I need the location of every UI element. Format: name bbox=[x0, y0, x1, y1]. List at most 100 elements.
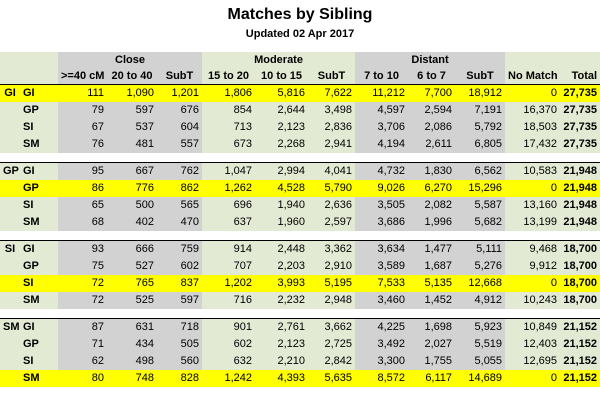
table-row: SI GI 93 666 759 914 2,448 3,362 3,634 1,477 5,111… bbox=[0, 240, 600, 258]
value-cell: 837 bbox=[157, 275, 203, 292]
value-cell: 93 bbox=[58, 240, 107, 258]
value-cell: 3,706 bbox=[355, 119, 409, 136]
value-cell: 434 bbox=[107, 336, 157, 353]
value-cell: 71 bbox=[58, 336, 107, 353]
value-cell: 10,849 bbox=[505, 318, 561, 336]
table-row: GI GI 111 1,090 1,201 1,806 5,816 7,622 11,212 7,… bbox=[0, 84, 600, 102]
value-cell: 75 bbox=[58, 258, 107, 275]
value-cell: 759 bbox=[157, 240, 203, 258]
page-subtitle: Updated 02 Apr 2017 bbox=[245, 28, 355, 40]
column-header: 7 to 10 bbox=[355, 68, 409, 85]
value-cell: 5,682 bbox=[455, 214, 506, 231]
value-cell: 16,370 bbox=[505, 102, 561, 119]
value-cell: 4,041 bbox=[308, 162, 356, 180]
value-cell: 470 bbox=[157, 214, 203, 231]
block-name bbox=[0, 197, 20, 214]
value-cell: 14,689 bbox=[455, 370, 506, 387]
value-cell: 707 bbox=[202, 258, 256, 275]
row-label: SI bbox=[20, 353, 58, 370]
value-cell: 2,948 bbox=[308, 292, 356, 309]
value-cell: 713 bbox=[202, 119, 256, 136]
value-cell: 9,026 bbox=[355, 180, 409, 197]
value-cell: 2,448 bbox=[255, 240, 309, 258]
value-cell: 15,296 bbox=[455, 180, 506, 197]
value-cell: 2,123 bbox=[255, 336, 309, 353]
block-spacer bbox=[0, 153, 600, 163]
value-cell: 2,611 bbox=[408, 136, 456, 153]
value-cell: 7,191 bbox=[455, 102, 506, 119]
value-cell: 1,047 bbox=[202, 162, 256, 180]
table-row: SI 67 537 604 713 2,123 2,836 3,706 2,086 5,792 18… bbox=[0, 119, 600, 136]
block-name bbox=[0, 336, 20, 353]
table-row: SI 65 500 565 696 1,940 2,636 3,505 2,082 5,587 13… bbox=[0, 197, 600, 214]
block-name: GI bbox=[0, 84, 20, 102]
value-cell: 565 bbox=[157, 197, 203, 214]
row-label: SI bbox=[20, 119, 58, 136]
row-label: GI bbox=[20, 240, 58, 258]
value-cell: 12,403 bbox=[505, 336, 561, 353]
total-cell: 27,735 bbox=[560, 136, 600, 153]
total-cell: 18,700 bbox=[560, 258, 600, 275]
value-cell: 2,268 bbox=[255, 136, 309, 153]
value-cell: 5,111 bbox=[455, 240, 506, 258]
value-cell: 0 bbox=[505, 275, 561, 292]
total-cell: 27,735 bbox=[560, 102, 600, 119]
value-cell: 79 bbox=[58, 102, 107, 119]
column-header: SubT bbox=[308, 68, 356, 85]
block-name: GP bbox=[0, 162, 20, 180]
value-cell: 2,232 bbox=[255, 292, 309, 309]
group-header-moderate: Moderate bbox=[202, 52, 356, 68]
value-cell: 18,503 bbox=[505, 119, 561, 136]
value-cell: 3,492 bbox=[355, 336, 409, 353]
total-cell: 21,152 bbox=[560, 370, 600, 387]
value-cell: 632 bbox=[202, 353, 256, 370]
table-row: GP GI 95 667 762 1,047 2,994 4,041 4,732 1,830 6,5… bbox=[0, 162, 600, 180]
row-label: SM bbox=[20, 370, 58, 387]
value-cell: 1,201 bbox=[157, 84, 203, 102]
block-name bbox=[0, 275, 20, 292]
block-name bbox=[0, 136, 20, 153]
value-cell: 597 bbox=[107, 102, 157, 119]
column-header: SubT bbox=[455, 68, 506, 85]
value-cell: 13,160 bbox=[505, 197, 561, 214]
total-cell: 27,735 bbox=[560, 119, 600, 136]
value-cell: 1,996 bbox=[408, 214, 456, 231]
value-cell: 2,842 bbox=[308, 353, 356, 370]
block-name bbox=[0, 214, 20, 231]
value-cell: 7,533 bbox=[355, 275, 409, 292]
column-header-row: >=40 cM 20 to 40 SubT 15 to 20 10 to 15 … bbox=[0, 68, 600, 85]
value-cell: 4,194 bbox=[355, 136, 409, 153]
value-cell: 5,816 bbox=[255, 84, 309, 102]
value-cell: 402 bbox=[107, 214, 157, 231]
value-cell: 67 bbox=[58, 119, 107, 136]
value-cell: 1,687 bbox=[408, 258, 456, 275]
value-cell: 4,393 bbox=[255, 370, 309, 387]
value-cell: 1,090 bbox=[107, 84, 157, 102]
block-name: SI bbox=[0, 240, 20, 258]
table-row: GP 79 597 676 854 2,644 3,498 4,597 2,594 7,191 16… bbox=[0, 102, 600, 119]
value-cell: 65 bbox=[58, 197, 107, 214]
total-cell: 21,948 bbox=[560, 162, 600, 180]
total-cell: 21,948 bbox=[560, 197, 600, 214]
row-label: GI bbox=[20, 84, 58, 102]
value-cell: 762 bbox=[157, 162, 203, 180]
table-row: GP 86 776 862 1,262 4,528 5,790 9,026 6,270 15,29… bbox=[0, 180, 600, 197]
block-name: SM bbox=[0, 318, 20, 336]
value-cell: 537 bbox=[107, 119, 157, 136]
row-label: SM bbox=[20, 136, 58, 153]
value-cell: 3,498 bbox=[308, 102, 356, 119]
block-name bbox=[0, 292, 20, 309]
value-cell: 2,761 bbox=[255, 318, 309, 336]
value-cell: 0 bbox=[505, 84, 561, 102]
matches-table: Close Moderate Distant >=40 cM 20 to 40 … bbox=[0, 52, 600, 387]
value-cell: 2,836 bbox=[308, 119, 356, 136]
group-header-row: Close Moderate Distant bbox=[0, 52, 600, 68]
row-label: SI bbox=[20, 197, 58, 214]
value-cell: 4,528 bbox=[255, 180, 309, 197]
value-cell: 2,210 bbox=[255, 353, 309, 370]
column-header: >=40 cM bbox=[58, 68, 107, 85]
value-cell: 2,086 bbox=[408, 119, 456, 136]
value-cell: 2,082 bbox=[408, 197, 456, 214]
column-header: 20 to 40 bbox=[107, 68, 157, 85]
value-cell: 481 bbox=[107, 136, 157, 153]
